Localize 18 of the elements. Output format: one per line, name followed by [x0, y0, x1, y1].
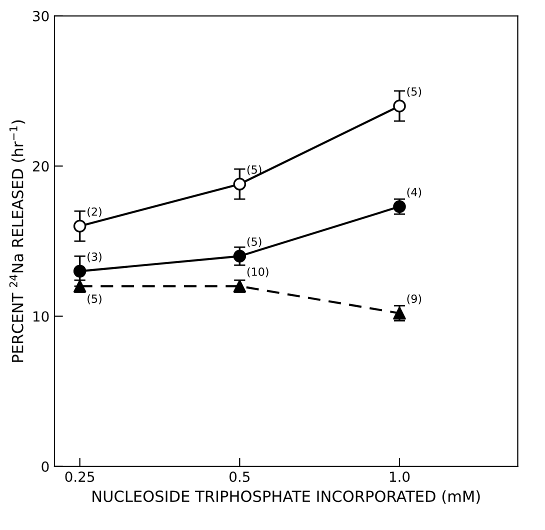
annotation: (9)	[407, 294, 422, 304]
annotation: (5)	[247, 165, 262, 176]
y-tick-label: 20	[32, 161, 49, 172]
y-tick-label: 10	[33, 311, 49, 322]
annotation: (3)	[88, 252, 102, 262]
annotation: (4)	[407, 188, 422, 198]
annotation: (10)	[247, 267, 268, 278]
x-tick-label: 0.5	[230, 472, 250, 482]
y-axis-title: PERCENT $^{24}$Na RELEASED (hr$^{−1}$)	[9, 120, 26, 362]
annotation: (5)	[88, 294, 102, 304]
annotation: (5)	[247, 237, 262, 248]
x-axis-title: NUCLEOSIDE TRIPHOSPHATE INCORPORATED (mM)	[92, 490, 480, 504]
annotation: (5)	[407, 87, 422, 98]
x-tick-label: 0.25	[65, 472, 94, 482]
x-tick-label: 1.0	[390, 472, 410, 482]
y-tick-label: 0	[42, 461, 49, 472]
y-tick-label: 30	[33, 10, 49, 22]
annotation: (2)	[88, 207, 102, 218]
